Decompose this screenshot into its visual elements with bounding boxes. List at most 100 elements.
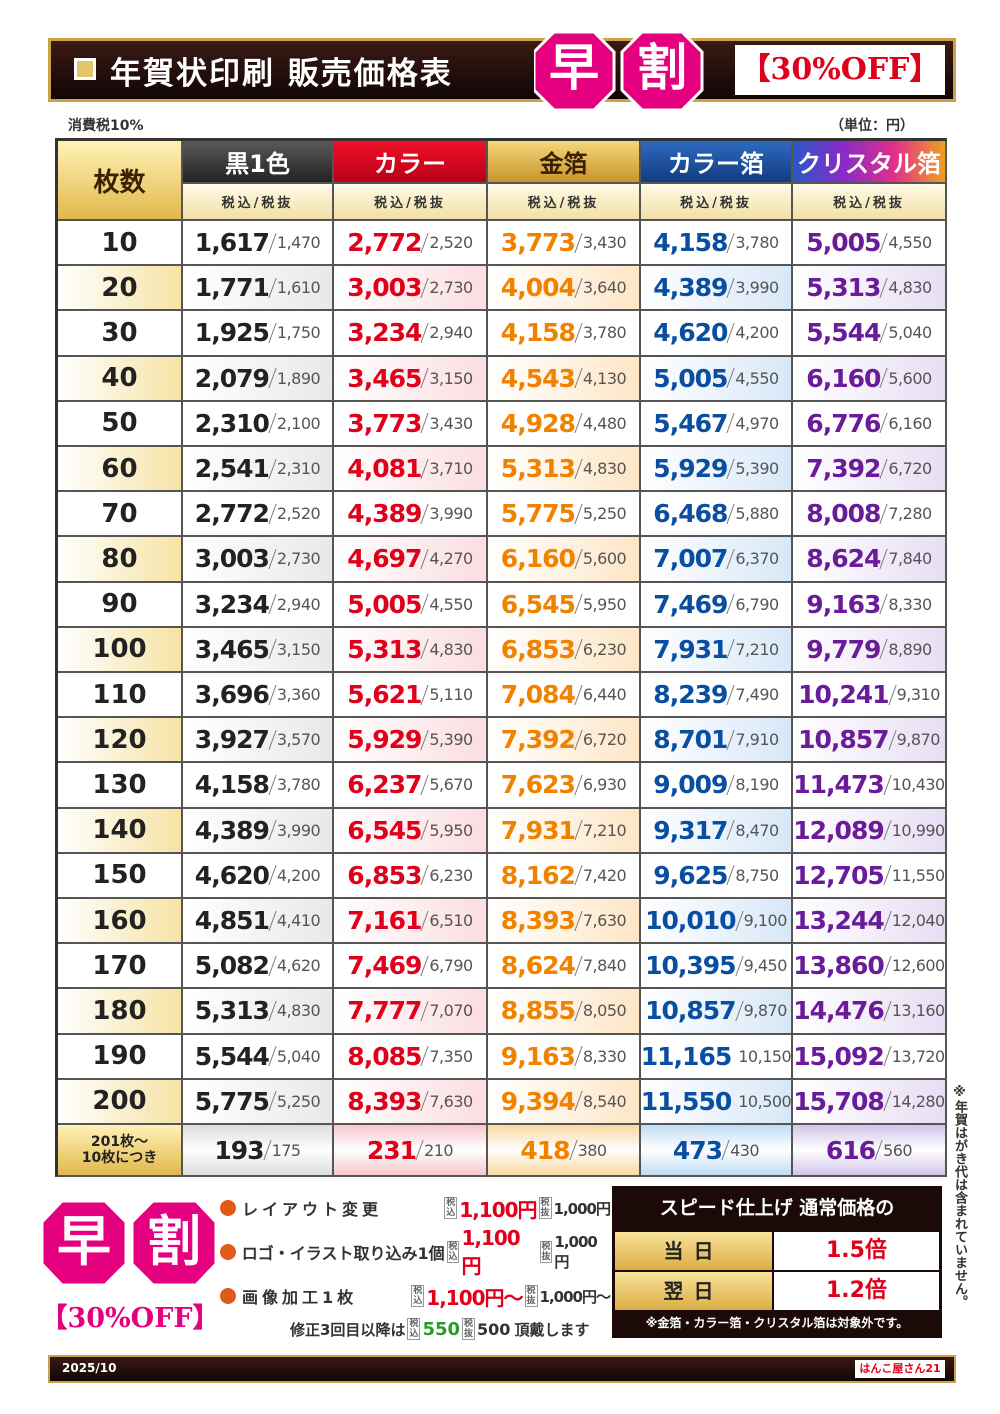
price-tax-in: 10,395	[645, 951, 736, 981]
revision-prefix: 修正3回目以降は	[290, 1320, 406, 1339]
extra-qty: 201枚～ 10枚につき	[58, 1125, 183, 1177]
price-tax-in: 8,085	[347, 1041, 422, 1071]
price-tax-in: 7,161	[347, 906, 422, 936]
price-tax-out: 10,500	[738, 1091, 792, 1111]
price-tax-out: 12,040	[891, 911, 945, 931]
separator	[420, 232, 430, 253]
price-cell: 5,621 5,110	[334, 673, 488, 719]
separator	[268, 684, 277, 705]
price-tax-out: 5,250	[276, 1091, 321, 1111]
price-tax-in: 5,005	[806, 228, 881, 258]
price-cell: 8,393 7,630	[488, 899, 641, 945]
flower-icon	[220, 1244, 236, 1260]
price-cell: 3,773 3,430	[488, 221, 641, 267]
separator	[883, 955, 892, 976]
price-cell: 3,927 3,570	[183, 718, 334, 764]
price-tax-in: 4,158	[653, 228, 728, 258]
price-tax-out: 210	[424, 1140, 454, 1160]
price-cell: 6,776 6,160	[793, 401, 947, 447]
price-tax-out: 6,790	[735, 594, 779, 614]
price-cell: 5,313 4,830	[334, 627, 488, 673]
tax-tag: 税抜	[524, 1285, 538, 1307]
price-cell: 3,234 2,940	[183, 582, 334, 628]
separator	[268, 548, 277, 569]
qty-cell: 150	[58, 853, 183, 899]
separator	[268, 820, 277, 841]
price-cell: 6,853 6,230	[334, 853, 488, 899]
price-tax-out: 4,830	[582, 459, 627, 479]
price-cell: 14,476 13,160	[793, 989, 947, 1035]
price-tax-out: 3,990	[735, 278, 779, 298]
price-tax-in: 2,772	[194, 499, 270, 529]
price-tax-in: 8,624	[806, 544, 881, 574]
separator	[726, 548, 736, 569]
option-price-out: 1,000円	[554, 1232, 597, 1271]
separator	[574, 1046, 583, 1067]
price-cell: 418 380	[488, 1125, 641, 1177]
price-tax-in: 11,550	[640, 1086, 732, 1116]
qty-cell: 60	[58, 447, 183, 493]
price-tax-out: 4,200	[735, 323, 779, 343]
price-tax-out: 1,470	[276, 233, 321, 253]
price-cell: 8,393 7,630	[334, 1079, 488, 1125]
price-cell: 2,079 1,890	[183, 356, 334, 402]
flower-icon	[220, 1288, 236, 1304]
price-tax-out: 3,780	[276, 775, 321, 795]
qty-cell: 70	[58, 492, 183, 538]
separator	[268, 955, 277, 976]
price-tax-in: 3,696	[194, 680, 270, 710]
price-tax-out: 5,040	[276, 1046, 321, 1066]
price-tax-out: 4,480	[582, 413, 627, 433]
separator	[420, 1046, 430, 1067]
option-row: レイアウト変更 税込 1,100円 税抜 1,000円	[220, 1190, 611, 1226]
qty-cell: 40	[58, 356, 183, 402]
price-cell: 5,544 5,040	[793, 311, 947, 357]
separator	[420, 277, 430, 298]
column-subheader: 税込/税抜	[793, 184, 947, 221]
price-tax-out: 6,930	[582, 775, 627, 795]
price-cell: 193 175	[183, 1125, 334, 1177]
price-tax-in: 15,708	[793, 1086, 884, 1116]
separator	[883, 1091, 892, 1112]
speed-note: ※金箔・カラー箔・クリスタル箔は対象外です。	[645, 1316, 909, 1330]
extra-qty-line: 201枚～	[90, 1134, 149, 1150]
price-cell: 7,931 7,210	[641, 627, 793, 673]
price-tax-in: 7,777	[347, 996, 422, 1026]
price-cell: 5,313 4,830	[183, 989, 334, 1035]
price-tax-in: 7,469	[347, 951, 422, 981]
separator	[879, 232, 889, 253]
price-cell: 7,161 6,510	[334, 899, 488, 945]
side-note: ※年賀はがき代は含まれていません。	[952, 1085, 967, 1308]
qty-cell: 130	[58, 763, 183, 809]
price-tax-in: 8,239	[653, 680, 728, 710]
price-tax-in: 9,779	[806, 634, 881, 664]
price-tax-in: 7,007	[653, 544, 728, 574]
price-tax-out: 3,360	[276, 685, 321, 705]
price-tax-in: 8,701	[653, 725, 728, 755]
bottom-discount: 【30%OFF】	[40, 1303, 220, 1334]
separator	[883, 1000, 892, 1021]
price-tax-in: 6,853	[500, 634, 576, 664]
price-cell: 12,089 10,990	[793, 808, 947, 854]
price-tax-in: 5,544	[806, 318, 881, 348]
price-cell: 616 560	[793, 1125, 947, 1177]
column-subheader: 税込/税抜	[488, 184, 641, 221]
price-tax-in: 13,244	[793, 906, 884, 936]
qty-cell: 30	[58, 311, 183, 357]
header-discount: 【30%OFF】	[735, 45, 945, 95]
price-tax-in: 10,857	[645, 996, 736, 1026]
price-tax-out: 3,990	[276, 820, 321, 840]
price-tax-out: 5,110	[429, 685, 473, 705]
price-tax-in: 9,163	[806, 589, 881, 619]
price-tax-in: 6,776	[806, 408, 881, 438]
price-cell: 473 430	[641, 1125, 793, 1177]
price-tax-out: 10,150	[738, 1046, 792, 1066]
price-tax-out: 5,040	[888, 323, 932, 343]
price-tax-in: 3,234	[347, 318, 422, 348]
separator	[268, 413, 277, 434]
separator	[883, 865, 892, 886]
separator	[268, 594, 277, 615]
price-tax-in: 7,469	[653, 589, 728, 619]
price-tax-in: 4,389	[194, 815, 270, 845]
price-tax-in: 6,160	[500, 544, 576, 574]
